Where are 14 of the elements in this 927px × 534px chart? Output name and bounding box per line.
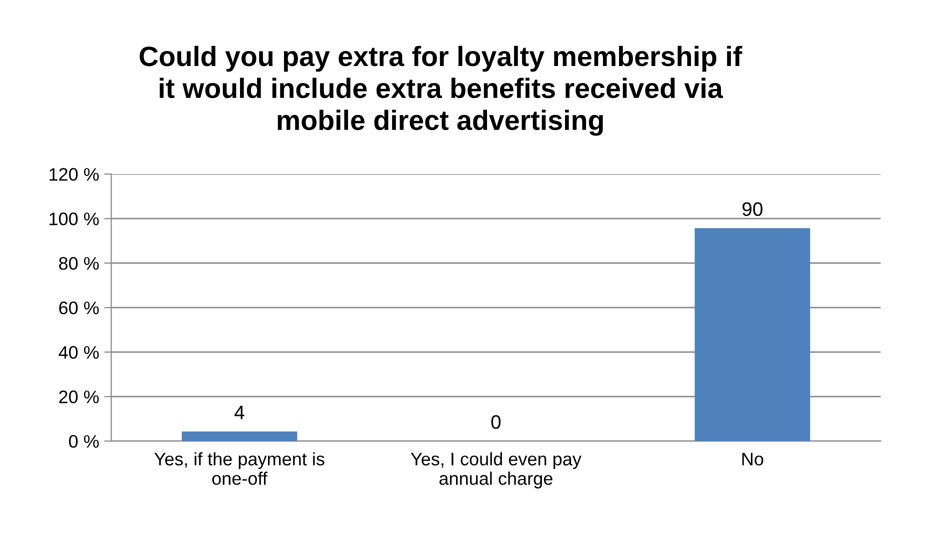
x-tick-label: Yes, I could even pay annual charge (410, 452, 582, 488)
y-tick-label: 120 % (50, 168, 99, 181)
annotation: 90 (742, 202, 762, 216)
annotation: 4 (234, 406, 244, 420)
chart-title: Could you pay extra for loyalty membership if it would include extra benefits received via mobile direct advertising (140, 46, 742, 136)
y-tick-label: 0 % (69, 435, 99, 448)
y-tick-label: 40 % (58, 346, 99, 359)
x-tick-label: No (742, 452, 764, 466)
annotation: 0 (491, 415, 501, 429)
y-tick-label: 20 % (59, 390, 99, 404)
y-tick-label: 60 % (59, 302, 99, 314)
y-tick-label: 80 % (59, 257, 99, 270)
x-tick-label: Yes, if the payment is one-off (154, 452, 324, 485)
y-tick-label: 100 % (50, 212, 99, 226)
